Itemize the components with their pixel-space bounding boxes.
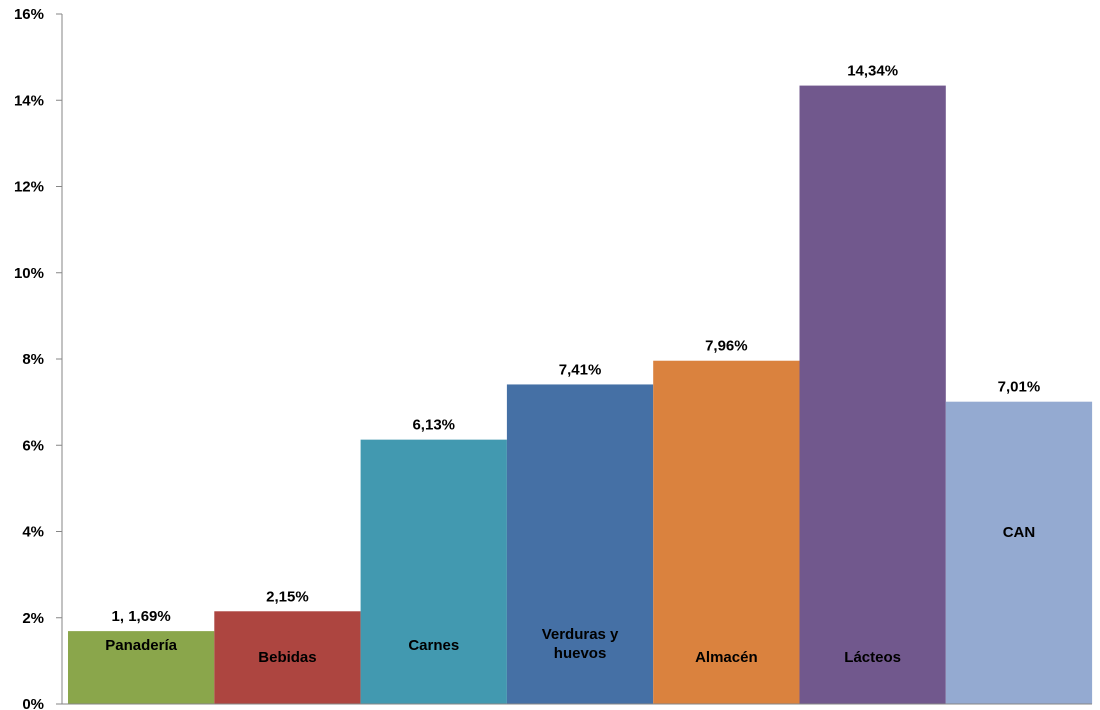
bar-bebidas bbox=[214, 611, 361, 704]
y-tick-label: 2% bbox=[22, 610, 44, 627]
labels-group: 1, 1,69% Panadería 2,15% Bebidas 6,13% Carnes… bbox=[105, 63, 1040, 666]
y-tick-label: 4% bbox=[22, 524, 44, 541]
category-label-line: Panadería bbox=[105, 637, 177, 654]
y-tick-label: 8% bbox=[22, 351, 44, 368]
data-label: 14,34% bbox=[847, 63, 898, 80]
category-label: Verduras y huevos bbox=[542, 626, 619, 662]
bars-group bbox=[68, 85, 1093, 704]
category-label-line: Almacén bbox=[695, 649, 758, 666]
data-label: 2,15% bbox=[266, 588, 309, 605]
data-label: 7,96% bbox=[705, 338, 748, 355]
y-tick-label: 16% bbox=[14, 6, 44, 23]
category-label: Bebidas bbox=[258, 649, 316, 666]
y-tick-label: 14% bbox=[14, 92, 44, 109]
y-tick-label: 10% bbox=[14, 265, 44, 282]
category-label: Lácteos bbox=[844, 649, 901, 666]
category-label-line: Carnes bbox=[408, 637, 459, 654]
category-label-line: Lácteos bbox=[844, 649, 901, 666]
axes-group: 0% 2% 4% 6% 8% 10% 12% 14% 16% bbox=[14, 6, 1092, 710]
data-label: 6,13% bbox=[412, 417, 455, 434]
category-label-line: huevos bbox=[554, 645, 607, 662]
y-tick-label: 12% bbox=[14, 179, 44, 196]
category-label: Carnes bbox=[408, 637, 459, 654]
category-label-line: Bebidas bbox=[258, 649, 316, 666]
category-label-line: CAN bbox=[1003, 524, 1036, 541]
data-label: 7,01% bbox=[998, 379, 1041, 396]
category-label-line: Verduras y bbox=[542, 626, 619, 643]
category-label: Panadería bbox=[105, 637, 177, 654]
bar-verduras-y-huevos bbox=[506, 384, 654, 704]
bar-lácteos bbox=[799, 85, 946, 704]
y-tick-label: 0% bbox=[22, 696, 44, 710]
data-label: 7,41% bbox=[559, 361, 602, 378]
data-label: 1, 1,69% bbox=[112, 608, 171, 625]
bar-can bbox=[945, 401, 1093, 704]
y-tick-label: 6% bbox=[22, 437, 44, 454]
bar-carnes bbox=[360, 439, 507, 704]
category-label: CAN bbox=[1003, 524, 1036, 541]
bar-panadería bbox=[68, 631, 215, 704]
bar-almacén bbox=[653, 360, 800, 704]
category-label: Almacén bbox=[695, 649, 758, 666]
